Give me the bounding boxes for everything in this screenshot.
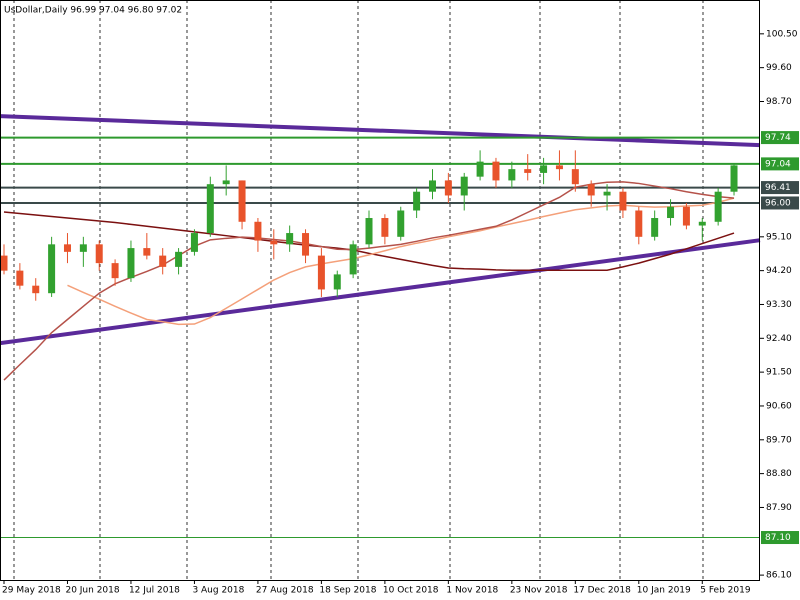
y-tick-label: 100.50	[766, 29, 798, 39]
y-tick-label: 91.50	[766, 368, 792, 378]
y-tick-label: 92.40	[766, 334, 792, 344]
candle-body	[190, 233, 198, 252]
candle-body	[63, 244, 71, 252]
candle-body	[603, 191, 611, 196]
plot-frame	[0, 0, 760, 581]
candle-body	[111, 263, 119, 279]
trendline	[0, 238, 761, 346]
candle-body	[397, 210, 405, 237]
y-tick-label: 94.20	[766, 266, 792, 276]
candle-body	[619, 191, 627, 211]
candle-body	[95, 244, 103, 264]
candle-body	[555, 165, 563, 170]
candle-body	[444, 180, 452, 196]
level-label: 87.10	[765, 533, 791, 543]
level-label: 97.74	[765, 133, 791, 143]
x-tick-label: 27 Aug 2018	[256, 586, 314, 596]
candle-body	[270, 240, 278, 245]
y-tick-label: 98.70	[766, 97, 792, 107]
candle-body	[206, 184, 214, 234]
y-tick-label: 87.90	[766, 503, 792, 513]
y-tick-label: 86.10	[766, 571, 792, 581]
candle-body	[254, 221, 262, 241]
level-label: 96.00	[765, 198, 791, 208]
candle-body	[524, 169, 532, 173]
candle-body	[540, 165, 548, 173]
x-tick-label: 12 Jul 2018	[129, 586, 180, 596]
candle-body	[333, 274, 341, 290]
candle-body	[286, 233, 294, 245]
candle-body	[365, 218, 373, 245]
level-label: 96.41	[765, 183, 791, 193]
level-label: 97.04	[765, 159, 791, 169]
level-label-box	[761, 131, 799, 145]
level-label-box	[761, 181, 799, 195]
candle-body	[571, 169, 579, 185]
candle-body	[48, 244, 56, 294]
candle-body	[127, 248, 135, 279]
y-tick-label: 99.60	[766, 63, 792, 73]
level-label-box	[761, 531, 799, 545]
candle-body	[16, 270, 24, 286]
candle-body	[587, 184, 595, 196]
candle-body	[317, 255, 325, 290]
candle-body	[238, 180, 246, 222]
trendline	[0, 114, 761, 148]
x-tick-label: 1 Nov 2018	[446, 586, 498, 596]
candle-body	[79, 244, 87, 252]
x-tick-label: 17 Dec 2018	[573, 586, 631, 596]
x-tick-label: 18 Sep 2018	[319, 586, 376, 596]
candle-body	[714, 191, 722, 222]
chart-title: UsDollar,Daily 96.99 97.04 96.80 97.02	[4, 6, 182, 16]
x-tick-label: 5 Feb 2019	[700, 586, 751, 596]
level-label-box	[761, 157, 799, 171]
candle-body	[175, 251, 183, 267]
moving-average	[3, 211, 735, 272]
candle-body	[698, 221, 706, 226]
candle-body	[476, 161, 484, 177]
x-tick-label: 20 Jun 2018	[65, 586, 119, 596]
candle-body	[492, 161, 500, 181]
candle-body	[413, 191, 421, 211]
x-tick-label: 10 Jan 2019	[637, 586, 691, 596]
y-tick-label: 89.70	[766, 435, 792, 445]
candle-body	[143, 248, 151, 256]
level-label-box	[761, 196, 799, 210]
candle-body	[349, 244, 357, 275]
y-tick-label: 93.30	[766, 300, 792, 310]
candle-body	[32, 285, 40, 294]
y-tick-label: 90.60	[766, 401, 792, 411]
candle-body	[302, 233, 310, 256]
candle-body	[381, 218, 389, 237]
y-tick-label: 95.10	[766, 232, 792, 242]
candle-body	[460, 176, 468, 196]
x-tick-label: 3 Aug 2018	[192, 586, 244, 596]
candle-body	[0, 255, 8, 271]
x-tick-label: 29 May 2018	[2, 586, 61, 596]
candle-body	[428, 180, 436, 192]
candle-body	[159, 255, 167, 267]
x-tick-label: 23 Nov 2018	[510, 586, 568, 596]
candle-body	[635, 210, 643, 237]
candle-body	[222, 180, 230, 185]
y-tick-label: 88.80	[766, 469, 792, 479]
candle-body	[651, 218, 659, 237]
candle-body	[667, 206, 675, 219]
candle-body	[508, 169, 516, 181]
candle-body	[730, 165, 738, 192]
x-tick-label: 10 Oct 2018	[383, 586, 439, 596]
candle-body	[682, 206, 690, 226]
